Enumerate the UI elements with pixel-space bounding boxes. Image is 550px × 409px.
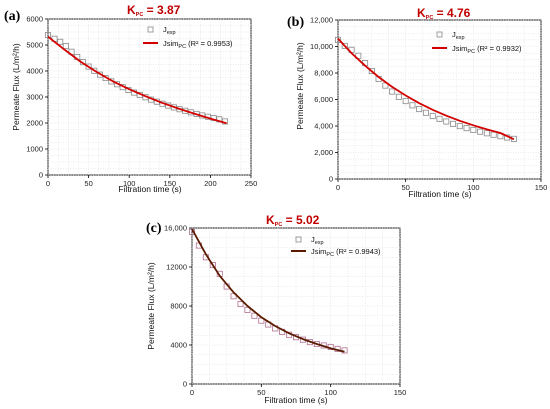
- legend-marker-exp-a: [147, 26, 154, 33]
- legend-marker-exp-c: [295, 236, 302, 243]
- panel-c-title: KPC = 5.02: [266, 213, 320, 228]
- data-point-exp-c: [237, 301, 244, 308]
- x-tick-label-c: 100: [324, 388, 337, 397]
- data-point-exp-b: [436, 115, 443, 122]
- legend-label-sim-c: JsimPC (R² = 0.9943): [311, 247, 381, 258]
- legend-label-sim-b: JsimPC (R² = 0.9932): [452, 44, 522, 55]
- data-point-exp-c: [209, 262, 216, 269]
- y-tick-label-b: 8,000: [314, 69, 333, 78]
- plot-area-b: 0 50 100 150 0 2,000 4,000 6,000 8,000 10,000 12,0…: [310, 16, 547, 193]
- panel-b: (b) KPC = 4.76 0 50 100 150 0 2,000 4,000 6,000…: [287, 6, 547, 199]
- y-axis-title-b: Permeate Flux (L/m²/h): [295, 42, 305, 130]
- data-point-exp-b: [395, 93, 402, 100]
- x-tick-label-a: 100: [123, 179, 136, 188]
- y-tick-label-a: 1000: [26, 145, 43, 154]
- y-axis-title-c: Permeate Flux (L/m²/h): [146, 262, 156, 350]
- y-tick-label-b: 4,000: [314, 122, 333, 131]
- legend-label-sim-a: JsimPC (R² = 0.9953): [163, 39, 233, 50]
- y-tick-label-b: 2,000: [314, 148, 333, 157]
- data-point-exp-b: [334, 36, 341, 43]
- y-tick-label-a: 2000: [26, 119, 43, 128]
- x-tick-label-a: 250: [245, 179, 258, 188]
- sim-line-a: [47, 35, 227, 125]
- data-point-exp-b: [456, 123, 463, 130]
- x-tick-label-a: 50: [84, 179, 92, 188]
- y-axis-title-a: Permeate Flux (L/m²/h): [11, 43, 21, 131]
- x-tick-label-b: 0: [336, 183, 340, 192]
- y-tick-label-b: 10,000: [310, 42, 333, 51]
- legend-marker-exp-b: [436, 31, 443, 38]
- data-point-exp-a: [57, 38, 64, 45]
- y-tick-label-a: 4000: [26, 67, 43, 76]
- y-tick-label-a: 5000: [26, 41, 43, 50]
- x-tick-label-a: 200: [204, 179, 217, 188]
- y-tick-label-c: 12000: [166, 263, 187, 272]
- data-point-exp-a: [62, 43, 69, 50]
- data-point-exp-b: [341, 42, 348, 49]
- panel-b-letter: (b): [287, 15, 304, 30]
- legend-label-exp-c: Jexp: [311, 235, 324, 246]
- x-axis-title-a: Filtration time (s): [118, 184, 181, 194]
- x-tick-label-a: 0: [46, 179, 50, 188]
- panel-a-title: KPC = 3.87: [127, 3, 181, 18]
- x-tick-label-c: 150: [394, 388, 407, 397]
- x-tick-label-c: 50: [257, 388, 265, 397]
- legend-a: Jexp JsimPC (R² = 0.9953): [143, 25, 233, 50]
- data-point-exp-b: [463, 125, 470, 132]
- data-point-exp-b: [483, 130, 490, 137]
- y-tick-label-c: 4000: [170, 341, 187, 350]
- y-tick-label-a: 0: [39, 171, 43, 180]
- data-point-exp-b: [389, 88, 396, 95]
- legend-c: Jexp JsimPC (R² = 0.9943): [291, 235, 381, 258]
- legend-label-exp-a: Jexp: [163, 25, 176, 36]
- x-tick-label-a: 150: [164, 179, 177, 188]
- data-point-exp-b: [416, 106, 423, 113]
- panel-c: (c) KPC = 5.02 0 50 100 150 0 4000 8000 12000 16…: [146, 213, 406, 405]
- y-tick-label-a: 3000: [26, 93, 43, 102]
- panel-a: (a) KPC = 3.87 0 50 100 150 200 250 0 1000 2000 3…: [4, 3, 257, 194]
- plot-area-a: 0 50 100 150 200 250 0 1000 2000 3000 4000 5000 6000: [26, 15, 257, 189]
- data-point-exp-b: [429, 112, 436, 119]
- y-tick-label-c: 8000: [170, 302, 187, 311]
- x-axis-title-c: Filtration time (s): [264, 395, 327, 405]
- y-tick-label-b: 12,000: [310, 16, 333, 25]
- y-tick-label-b: 0: [329, 175, 333, 184]
- data-point-exp-b: [402, 98, 409, 105]
- x-tick-label-b: 100: [467, 183, 480, 192]
- x-tick-label-c: 0: [190, 388, 194, 397]
- data-point-exp-b: [477, 128, 484, 135]
- legend-label-exp-b: Jexp: [452, 30, 465, 41]
- sim-line-b: [337, 37, 515, 141]
- y-tick-label-c: 0: [183, 380, 187, 389]
- panel-b-title: KPC = 4.76: [417, 6, 471, 21]
- data-point-exp-b: [470, 126, 477, 133]
- data-point-exp-b: [490, 131, 497, 138]
- data-point-exp-b: [409, 102, 416, 109]
- data-point-exp-b: [450, 120, 457, 127]
- panel-a-letter: (a): [4, 9, 21, 24]
- x-tick-label-b: 50: [401, 183, 409, 192]
- data-point-exp-a: [91, 67, 98, 74]
- y-tick-label-a: 6000: [26, 15, 43, 24]
- data-point-exp-c: [244, 306, 251, 313]
- y-tick-label-b: 6,000: [314, 95, 333, 104]
- data-point-exp-b: [443, 118, 450, 125]
- data-point-exp-c: [251, 312, 258, 319]
- data-point-exp-b: [422, 109, 429, 116]
- plot-area-c: 0 50 100 150 0 4000 8000 12000 16,000: [164, 224, 406, 398]
- data-point-exp-b: [368, 68, 375, 75]
- legend-b: Jexp JsimPC (R² = 0.9932): [432, 30, 522, 55]
- panel-c-letter: (c): [146, 221, 162, 236]
- x-axis-title-b: Filtration time (s): [408, 189, 471, 199]
- sim-line-c: [191, 228, 345, 353]
- x-tick-label-b: 150: [535, 183, 548, 192]
- y-tick-label-c: 16,000: [164, 224, 187, 233]
- data-point-exp-a: [85, 63, 92, 70]
